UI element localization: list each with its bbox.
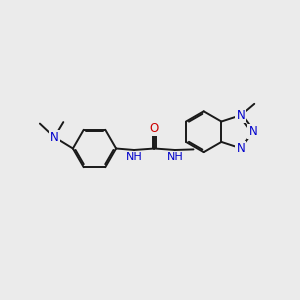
Text: N: N [248,125,257,138]
Text: N: N [236,142,245,155]
Text: N: N [50,130,59,144]
Text: NH: NH [126,152,143,162]
Text: O: O [150,122,159,135]
Text: NH: NH [167,152,184,162]
Text: N: N [236,109,245,122]
